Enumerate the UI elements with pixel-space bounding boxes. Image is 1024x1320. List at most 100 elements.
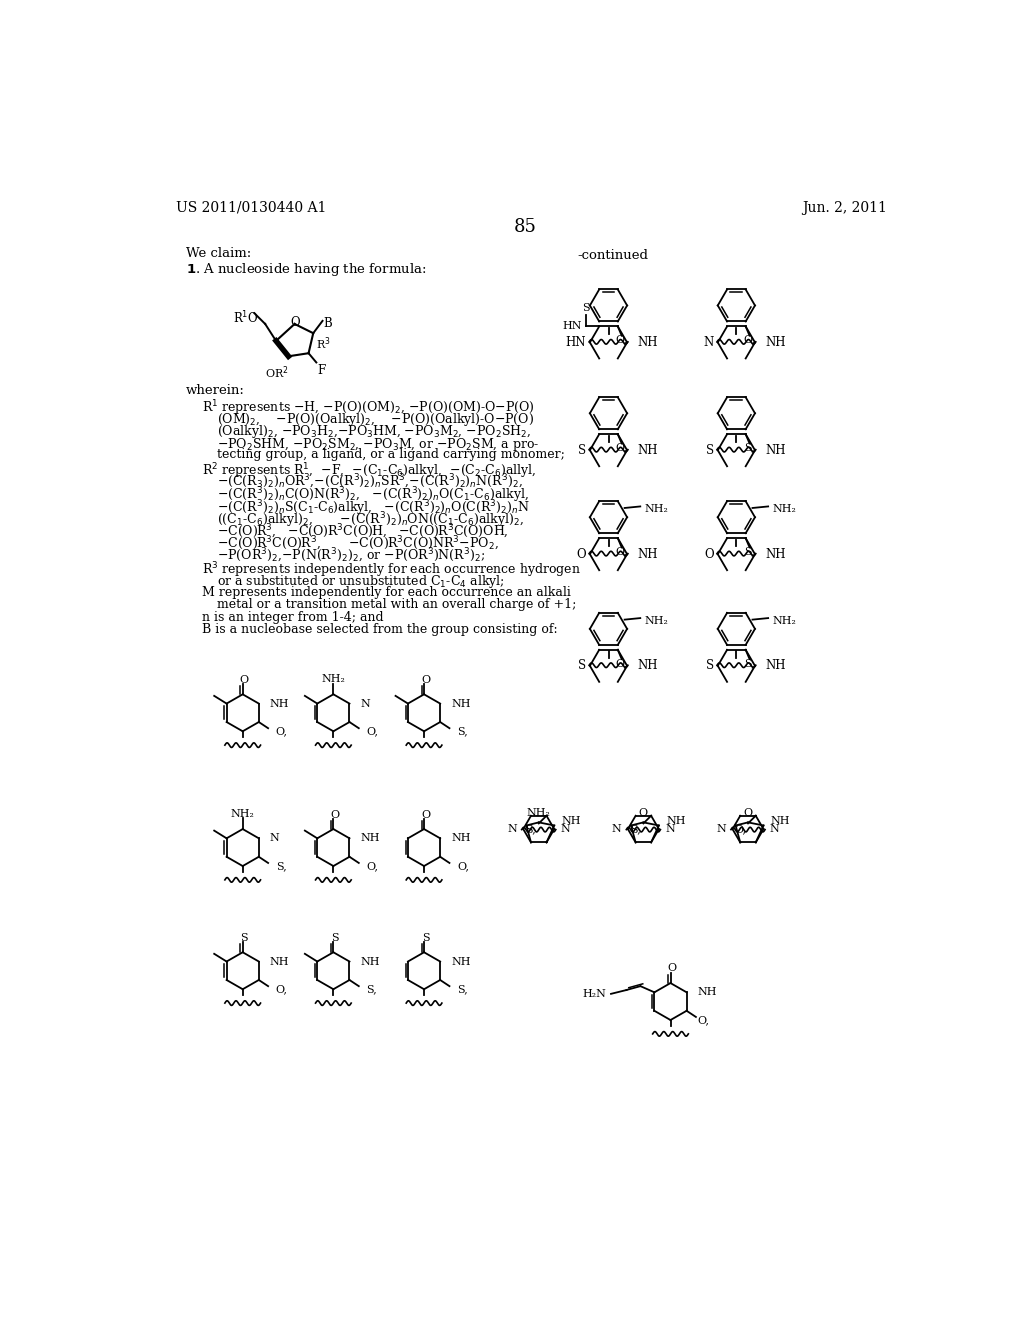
Text: S: S (241, 933, 248, 944)
Text: wherein:: wherein: (186, 384, 245, 397)
Text: B is a nucleobase selected from the group consisting of:: B is a nucleobase selected from the grou… (202, 623, 557, 636)
Text: NH: NH (451, 833, 470, 843)
Text: O,: O, (367, 726, 379, 737)
Text: $-$(C(R$^3$)$_2$)$_n$S(C$_1$-C$_6$)alkyl,   $-$(C(R$^3$)$_2$)$_n$O(C(R$^3$)$_2$): $-$(C(R$^3$)$_2$)$_n$S(C$_1$-C$_6$)alkyl… (217, 498, 530, 517)
Text: O: O (240, 676, 249, 685)
Text: (Oalkyl)$_2$, $-$PO$_3$H$_2$,$-$PO$_3$HM, $-$PO$_3$M$_2$, $-$PO$_2$SH$_2$,: (Oalkyl)$_2$, $-$PO$_3$H$_2$,$-$PO$_3$HM… (217, 424, 531, 441)
Text: S,: S, (275, 861, 287, 871)
Text: NH: NH (269, 957, 289, 966)
Text: O,: O, (615, 442, 628, 453)
Text: O,: O, (615, 334, 628, 345)
Text: NH: NH (637, 548, 657, 561)
Text: O: O (577, 548, 586, 561)
Text: US 2011/0130440 A1: US 2011/0130440 A1 (176, 201, 327, 215)
Text: S: S (583, 302, 590, 313)
Text: O: O (421, 810, 430, 820)
Text: $-$P(OR$^3$)$_2$,$-$P(N(R$^3$)$_2$)$_2$, or $-$P(OR$^3$)N(R$^3$)$_2$;: $-$P(OR$^3$)$_2$,$-$P(N(R$^3$)$_2$)$_2$,… (217, 548, 485, 565)
Text: N: N (612, 824, 622, 834)
Text: S: S (331, 933, 339, 944)
Text: -continued: -continued (578, 249, 648, 263)
Text: S: S (706, 659, 714, 672)
Text: O,: O, (367, 861, 379, 871)
Text: NH₂: NH₂ (526, 808, 551, 818)
Text: NH: NH (765, 335, 785, 348)
Text: NH: NH (765, 444, 785, 457)
Text: S: S (706, 444, 714, 457)
Text: S,: S, (744, 546, 755, 556)
Text: $-$PO$_2$SHM, $-$PO$_2$SM$_2$, $-$PO$_3$M, or $-$PO$_2$SM, a pro-: $-$PO$_2$SHM, $-$PO$_2$SM$_2$, $-$PO$_3$… (217, 436, 540, 453)
Text: NH: NH (451, 698, 470, 709)
Text: S,: S, (744, 442, 755, 453)
Text: O: O (421, 676, 430, 685)
Text: M represents independently for each occurrence an alkali: M represents independently for each occu… (202, 586, 570, 599)
Text: Jun. 2, 2011: Jun. 2, 2011 (802, 201, 887, 215)
Text: N: N (703, 335, 714, 348)
Text: (OM)$_2$,    $-$P(O)(Oalkyl)$_2$,    $-$P(O)(Oalkyl)-O$-$P(O): (OM)$_2$, $-$P(O)(Oalkyl)$_2$, $-$P(O)(O… (217, 411, 535, 428)
Text: S,: S, (367, 985, 377, 994)
Text: B: B (324, 317, 332, 330)
Text: NH: NH (269, 698, 289, 709)
Text: O: O (743, 808, 753, 818)
Text: O: O (705, 548, 714, 561)
Text: S: S (422, 933, 429, 944)
Text: OR$^2$: OR$^2$ (265, 364, 289, 380)
Text: O,: O, (275, 985, 288, 994)
Text: N: N (560, 824, 570, 834)
Text: O: O (291, 315, 300, 329)
Text: NH: NH (637, 659, 657, 672)
Text: NH: NH (451, 957, 470, 966)
Text: O,: O, (734, 825, 746, 834)
Text: HN: HN (562, 322, 582, 331)
Text: NH: NH (666, 816, 686, 826)
Text: NH₂: NH₂ (322, 675, 345, 684)
Text: NH: NH (771, 816, 791, 826)
Text: NH₂: NH₂ (230, 809, 255, 818)
Text: N: N (717, 824, 726, 834)
Text: S,: S, (744, 657, 755, 668)
Text: S,: S, (525, 825, 537, 834)
Text: NH: NH (697, 987, 717, 998)
Text: $-$(C(R$^3$)$_2$)$_n$C(O)N(R$^3$)$_2$,   $-$(C(R$^3$)$_2$)$_n$O(C$_1$-C$_6$)alky: $-$(C(R$^3$)$_2$)$_n$C(O)N(R$^3$)$_2$, $… (217, 486, 529, 506)
Text: $-$C(O)R$^3$,   $-$C(O)R$^3$C(O)H,   $-$C(O)R$^3$C(O)OH,: $-$C(O)R$^3$, $-$C(O)R$^3$C(O)H, $-$C(O)… (217, 523, 509, 541)
Text: NH: NH (765, 659, 785, 672)
Text: NH₂: NH₂ (644, 615, 668, 626)
Text: N: N (360, 698, 370, 709)
Text: $-$(C(R$_3$)$_2$)$_n$OR$^3$,$-$(C(R$^3$)$_2$)$_n$SR$^3$,$-$(C(R$^3$)$_2$)$_n$N(R: $-$(C(R$_3$)$_2$)$_n$OR$^3$,$-$(C(R$^3$)… (217, 474, 523, 491)
Text: O,: O, (697, 1015, 710, 1026)
Text: 85: 85 (513, 218, 537, 236)
Text: NH₂: NH₂ (644, 504, 668, 513)
Text: N: N (269, 833, 280, 843)
Text: R$^1$ represents $-$H, $-$P(O)(OM)$_2$, $-$P(O)(OM)-O$-$P(O): R$^1$ represents $-$H, $-$P(O)(OM)$_2$, … (202, 399, 535, 418)
Text: We claim:: We claim: (186, 247, 251, 260)
Text: R$^2$ represents R$^1$,  $-$F,  $-$(C$_1$-C$_6$)alkyl,  $-$(C$_2$-C$_6$)allyl,: R$^2$ represents R$^1$, $-$F, $-$(C$_1$-… (202, 461, 536, 480)
Text: NH: NH (637, 335, 657, 348)
Text: tecting group, a ligand, or a ligand carrying monomer;: tecting group, a ligand, or a ligand car… (217, 447, 565, 461)
Text: ((C$_1$-C$_6$)alkyl)$_2$,       $-$(C(R$^3$)$_2$)$_n$ON((C$_1$-C$_6$)alkyl)$_2$,: ((C$_1$-C$_6$)alkyl)$_2$, $-$(C(R$^3$)$_… (217, 511, 524, 529)
Text: R$^3$ represents independently for each occurrence hydrogen: R$^3$ represents independently for each … (202, 561, 581, 579)
Text: S: S (578, 444, 586, 457)
Text: F: F (317, 364, 326, 378)
Text: H₂N: H₂N (582, 989, 606, 999)
Text: $\bf{1}$. A nucleoside having the formula:: $\bf{1}$. A nucleoside having the formul… (186, 261, 427, 277)
Text: NH₂: NH₂ (772, 504, 796, 513)
Text: O: O (639, 808, 648, 818)
Text: S,: S, (457, 985, 468, 994)
Text: NH: NH (765, 548, 785, 561)
Text: O,: O, (457, 861, 469, 871)
Text: O: O (668, 964, 677, 973)
Text: HN: HN (565, 335, 586, 348)
Text: N: N (507, 824, 517, 834)
Text: N: N (770, 824, 779, 834)
Text: R$^1$O: R$^1$O (232, 310, 258, 326)
Text: S: S (578, 659, 586, 672)
Text: S,: S, (457, 726, 468, 737)
Text: O,: O, (275, 726, 288, 737)
Text: NH: NH (637, 444, 657, 457)
Text: $-$C(O)R$^3$C(O)R$^3$,       $-$C(O)R$^3$C(O)NR$^3$$-$PO$_2$,: $-$C(O)R$^3$C(O)R$^3$, $-$C(O)R$^3$C(O)N… (217, 535, 499, 553)
Text: or a substituted or unsubstituted C$_1$-C$_4$ alkyl;: or a substituted or unsubstituted C$_1$-… (217, 573, 505, 590)
Text: O,: O, (615, 546, 628, 556)
Text: R$^3$: R$^3$ (316, 335, 331, 352)
Text: NH: NH (561, 816, 581, 826)
Text: NH: NH (360, 957, 380, 966)
Text: S,: S, (630, 825, 641, 834)
